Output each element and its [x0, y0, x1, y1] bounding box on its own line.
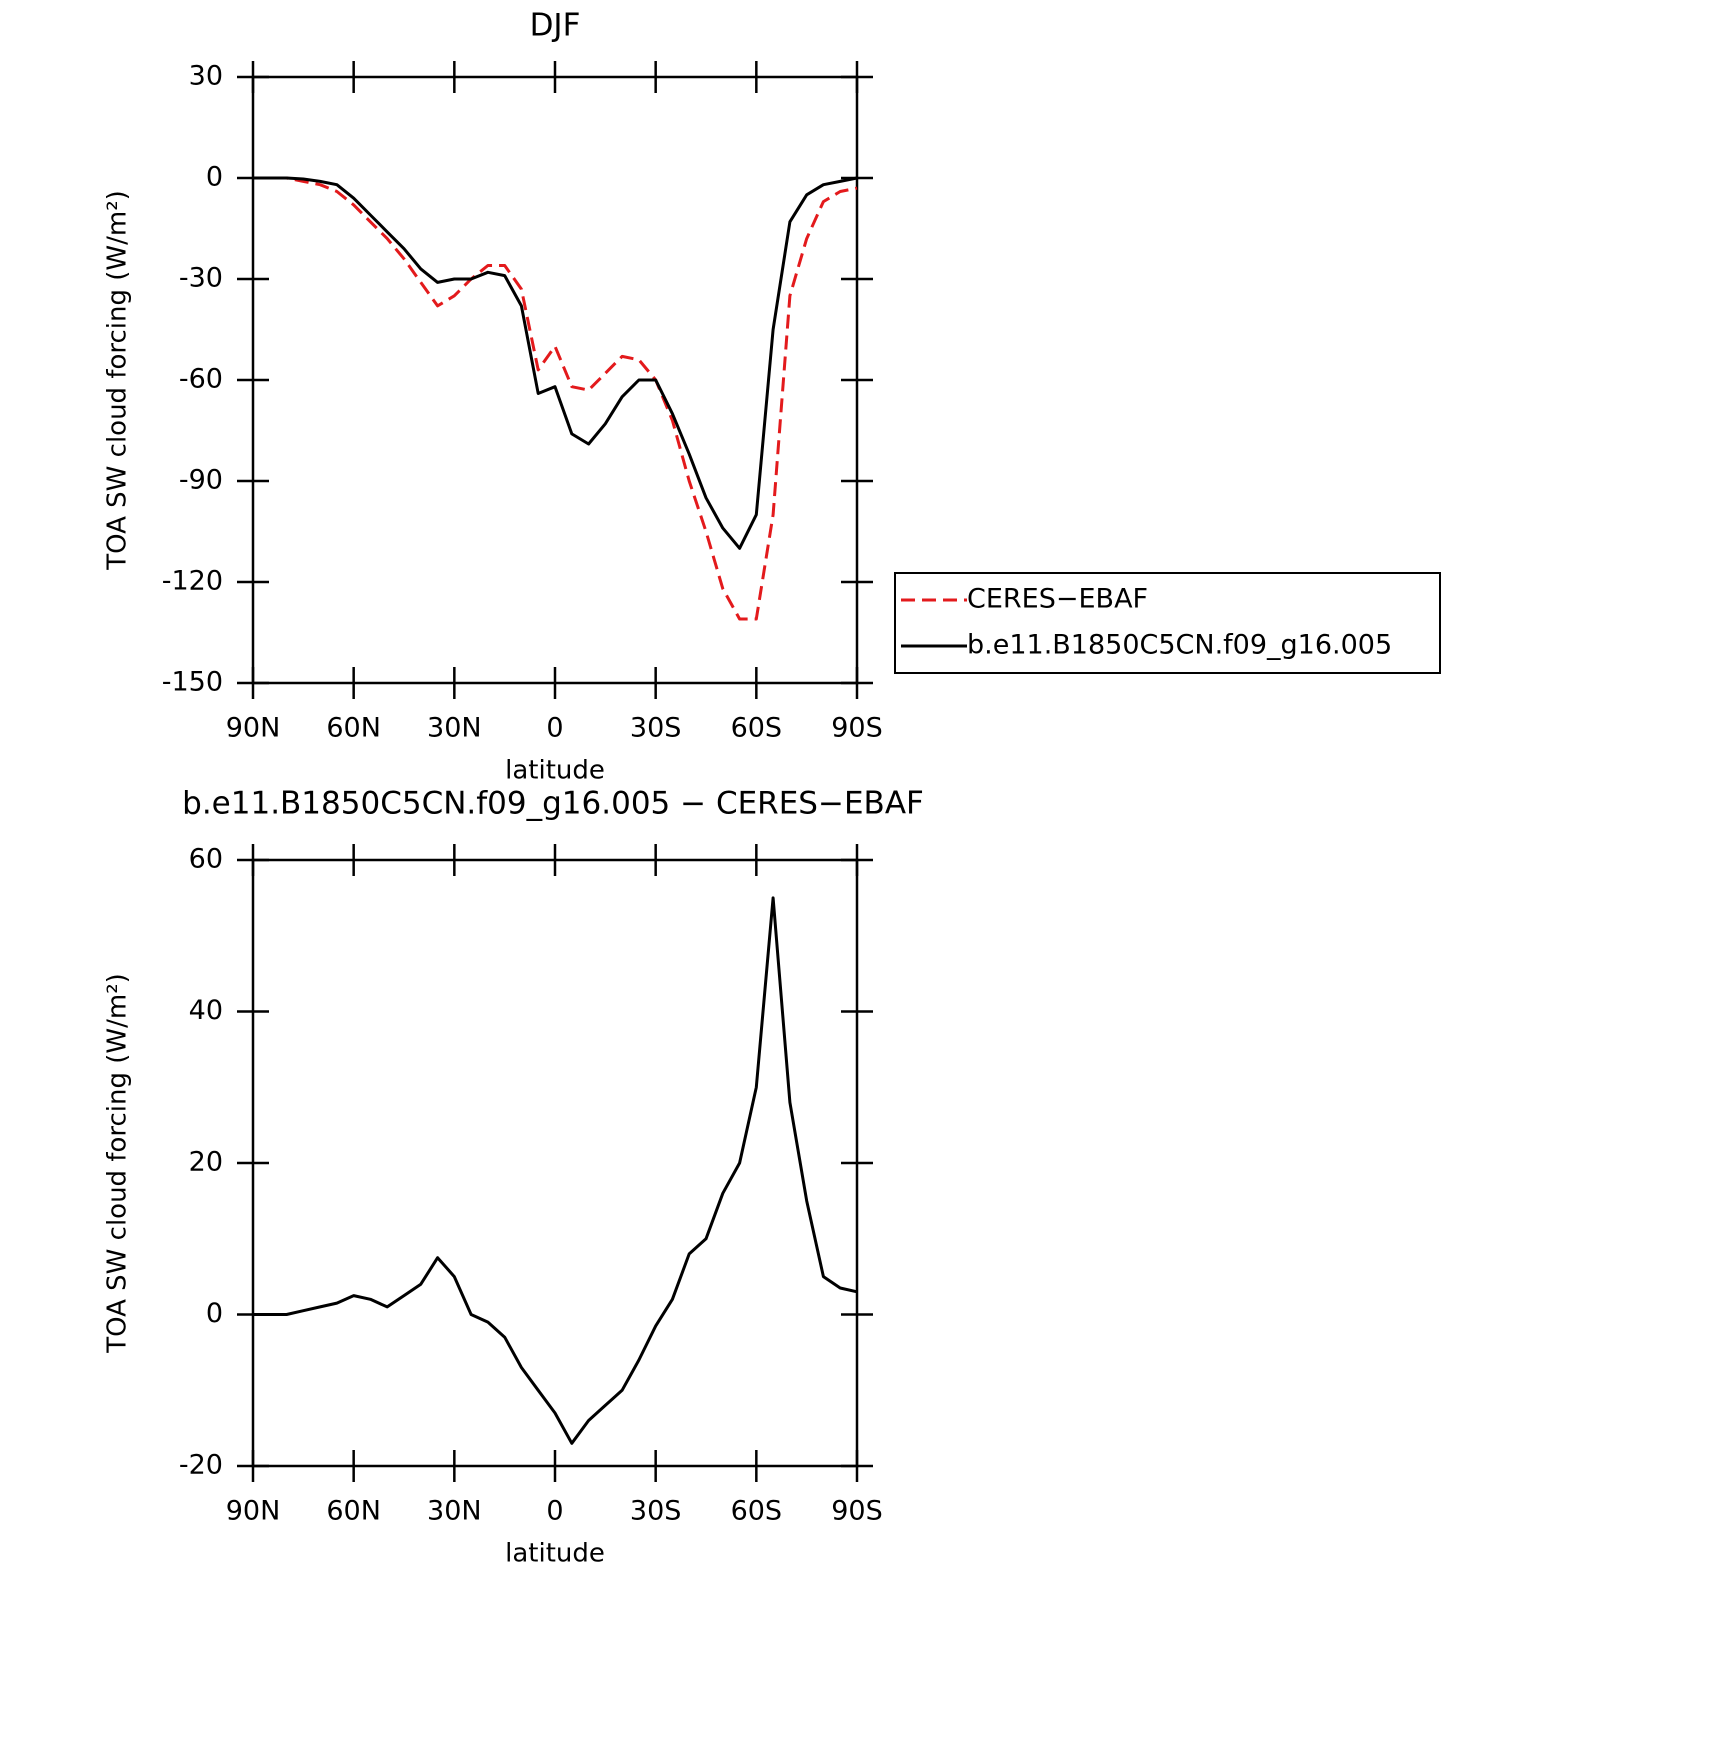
- plot-frame: [251, 75, 859, 685]
- chart-title: DJF: [530, 8, 581, 44]
- y-tick-label: -120: [162, 566, 223, 597]
- y-tick-label: -90: [179, 465, 223, 496]
- x-axis-label: latitude: [505, 1539, 605, 1569]
- x-axis-label: latitude: [505, 756, 605, 786]
- x-tick-label: 30S: [630, 713, 682, 744]
- legend-label: b.e11.B1850C5CN.f09_g16.005: [967, 630, 1392, 661]
- y-tick-label: -20: [179, 1450, 223, 1481]
- y-tick-label: -150: [162, 667, 223, 698]
- y-tick-label: 20: [189, 1147, 223, 1178]
- y-tick-label: -30: [179, 263, 223, 294]
- x-tick-label: 90S: [831, 713, 883, 744]
- y-tick-label: 60: [189, 844, 223, 875]
- x-tick-label: 90N: [226, 713, 281, 744]
- y-tick-label: 0: [206, 162, 223, 193]
- x-tick-label: 0: [546, 713, 563, 744]
- data-line: [253, 176, 858, 550]
- x-tick-label: 60S: [731, 1496, 783, 1527]
- y-tick-label: 0: [206, 1298, 223, 1329]
- data-line: [253, 176, 858, 621]
- x-tick-label: 90S: [831, 1496, 883, 1527]
- x-tick-label: 0: [546, 1496, 563, 1527]
- legend-label: CERES−EBAF: [967, 584, 1148, 615]
- y-axis-label: TOA SW cloud forcing (W/m²): [103, 973, 133, 1354]
- data-line: [253, 896, 858, 1445]
- x-tick-label: 30N: [427, 1496, 482, 1527]
- y-tick-label: 30: [189, 61, 223, 92]
- y-tick-label: 40: [189, 995, 223, 1026]
- chart-title: b.e11.B1850C5CN.f09_g16.005 − CERES−EBAF: [182, 786, 924, 822]
- y-tick-label: -60: [179, 364, 223, 395]
- x-tick-label: 30S: [630, 1496, 682, 1527]
- x-tick-label: 60S: [731, 713, 783, 744]
- x-tick-label: 90N: [226, 1496, 281, 1527]
- x-tick-label: 30N: [427, 713, 482, 744]
- x-tick-label: 60N: [326, 713, 381, 744]
- plot-frame: [251, 858, 859, 1468]
- y-axis-label: TOA SW cloud forcing (W/m²): [103, 190, 133, 571]
- x-tick-label: 60N: [326, 1496, 381, 1527]
- legend-box: [894, 572, 1441, 674]
